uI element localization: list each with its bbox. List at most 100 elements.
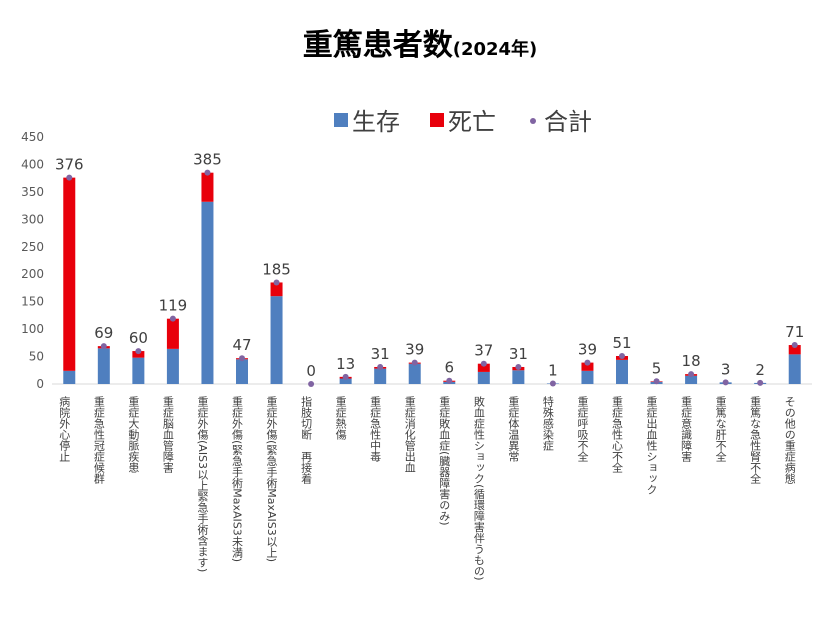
total-label-9: 31: [371, 345, 390, 363]
bars: [63, 172, 801, 384]
total-label-8: 13: [336, 355, 355, 373]
category-label-15: 重症呼吸不全: [576, 395, 589, 462]
bar-survive-9: [374, 368, 387, 384]
category-label-5: 重症外傷(緊急手術MaxAIS3未満): [231, 395, 244, 562]
category-label-16: 重症急性心不全: [611, 395, 624, 473]
legend-label-death: 死亡: [448, 108, 496, 136]
total-marker-11: [446, 377, 453, 384]
total-marker-14: [549, 380, 556, 387]
legend-swatch-total: [530, 118, 536, 124]
total-marker-15: [584, 359, 591, 366]
total-label-5: 47: [232, 336, 251, 354]
total-marker-0: [66, 174, 73, 181]
total-marker-5: [239, 355, 245, 362]
total-label-15: 39: [578, 341, 597, 359]
y-tick-label-7: 350: [21, 185, 44, 199]
total-marker-18: [688, 371, 695, 378]
y-tick-label-9: 450: [21, 130, 44, 144]
bar-survive-1: [97, 348, 110, 384]
total-label-21: 71: [785, 323, 804, 341]
category-label-20: 重篤な急性腎不全: [749, 395, 762, 484]
total-label-19: 3: [721, 360, 731, 378]
x-axis-labels: 病院外心停止 重症急性冠症候群 重症大動脈疾患 重症脳血管障害 重症外傷(AIS3以上緊…: [58, 395, 796, 581]
total-marker-9: [377, 363, 384, 370]
total-marker-4: [204, 169, 211, 176]
total-marker-8: [342, 373, 349, 380]
category-label-1: 重症急性冠症候群: [92, 395, 105, 484]
y-tick-label-3: 150: [21, 295, 44, 309]
total-label-13: 31: [509, 345, 528, 363]
total-label-2: 60: [129, 329, 148, 347]
category-label-19: 重篤な肝不全: [714, 395, 727, 462]
bar-survive-3: [166, 348, 179, 384]
bar-survive-8: [339, 378, 352, 384]
bar-survive-10: [408, 363, 421, 384]
total-label-11: 6: [444, 359, 454, 377]
legend-label-survive: 生存: [352, 108, 400, 136]
bar-death-15: [581, 362, 594, 371]
bar-survive-0: [63, 370, 76, 384]
bar-survive-16: [616, 359, 628, 384]
total-marker-3: [169, 315, 176, 322]
chart-subtitle: (2024年): [452, 39, 538, 60]
total-marker-20: [757, 379, 764, 386]
bar-survive-13: [512, 370, 525, 384]
bar-death-6: [270, 282, 283, 297]
legend-label-total: 合計: [544, 108, 592, 136]
total-marker-12: [480, 360, 487, 367]
legend-swatch-death: [430, 113, 444, 127]
total-label-4: 385: [193, 151, 222, 169]
bar-survive-2: [132, 357, 145, 384]
category-label-21: その他の重症病態: [783, 396, 796, 484]
totals-markers: [66, 169, 798, 387]
bar-death-4: [201, 172, 214, 202]
bar-death-12: [477, 363, 490, 372]
y-tick-label-5: 250: [21, 240, 44, 254]
bar-death-2: [132, 351, 145, 358]
category-label-17: 重症出血性ショック: [645, 395, 658, 495]
total-marker-13: [515, 363, 522, 370]
bar-survive-4: [201, 201, 214, 384]
category-label-3: 重症脳血管障害: [161, 395, 174, 474]
total-label-6: 185: [262, 260, 291, 278]
category-label-0: 病院外心停止: [58, 395, 71, 462]
category-label-11: 重症敗血症(臓器障害のみ): [438, 395, 451, 526]
y-tick-label-4: 200: [21, 267, 44, 281]
bar-death-21: [788, 345, 801, 355]
category-label-10: 重症消化管出血: [403, 395, 416, 473]
total-label-18: 18: [682, 352, 701, 370]
category-label-4: 重症外傷(AIS3以上緊急手術含ます): [196, 395, 209, 573]
total-label-20: 2: [755, 361, 765, 379]
total-marker-21: [791, 342, 798, 349]
category-label-8: 重症熱傷: [334, 395, 347, 441]
total-label-12: 37: [474, 342, 493, 360]
category-label-7: 指肢切断 再接着: [300, 395, 313, 485]
total-label-1: 69: [94, 324, 113, 342]
total-marker-2: [135, 348, 142, 355]
total-marker-7: [308, 381, 315, 387]
bar-survive-6: [270, 296, 283, 384]
total-label-16: 51: [612, 334, 631, 352]
y-tick-label-1: 50: [29, 350, 44, 364]
legend: 生存 死亡 合計: [334, 108, 592, 136]
bar-survive-12: [477, 371, 490, 384]
y-tick-label-2: 100: [21, 322, 44, 336]
bar-survive-21: [788, 354, 801, 384]
category-label-2: 重症大動脈疾患: [127, 395, 140, 473]
category-label-18: 重症意識障害: [680, 395, 693, 463]
y-tick-label-6: 300: [21, 212, 44, 226]
total-label-14: 1: [548, 361, 558, 379]
total-marker-17: [653, 378, 660, 385]
total-marker-16: [619, 353, 625, 360]
total-label-10: 39: [405, 341, 424, 359]
total-marker-19: [722, 379, 729, 386]
bar-death-0: [63, 177, 76, 371]
total-marker-1: [100, 343, 107, 350]
chart-title-main: 重篤患者数: [302, 28, 453, 63]
total-label-0: 376: [55, 156, 84, 174]
bar-survive-15: [581, 370, 594, 384]
category-label-13: 重症体温異常: [507, 395, 520, 463]
bar-death-3: [166, 318, 179, 349]
y-tick-label-0: 0: [36, 377, 44, 391]
